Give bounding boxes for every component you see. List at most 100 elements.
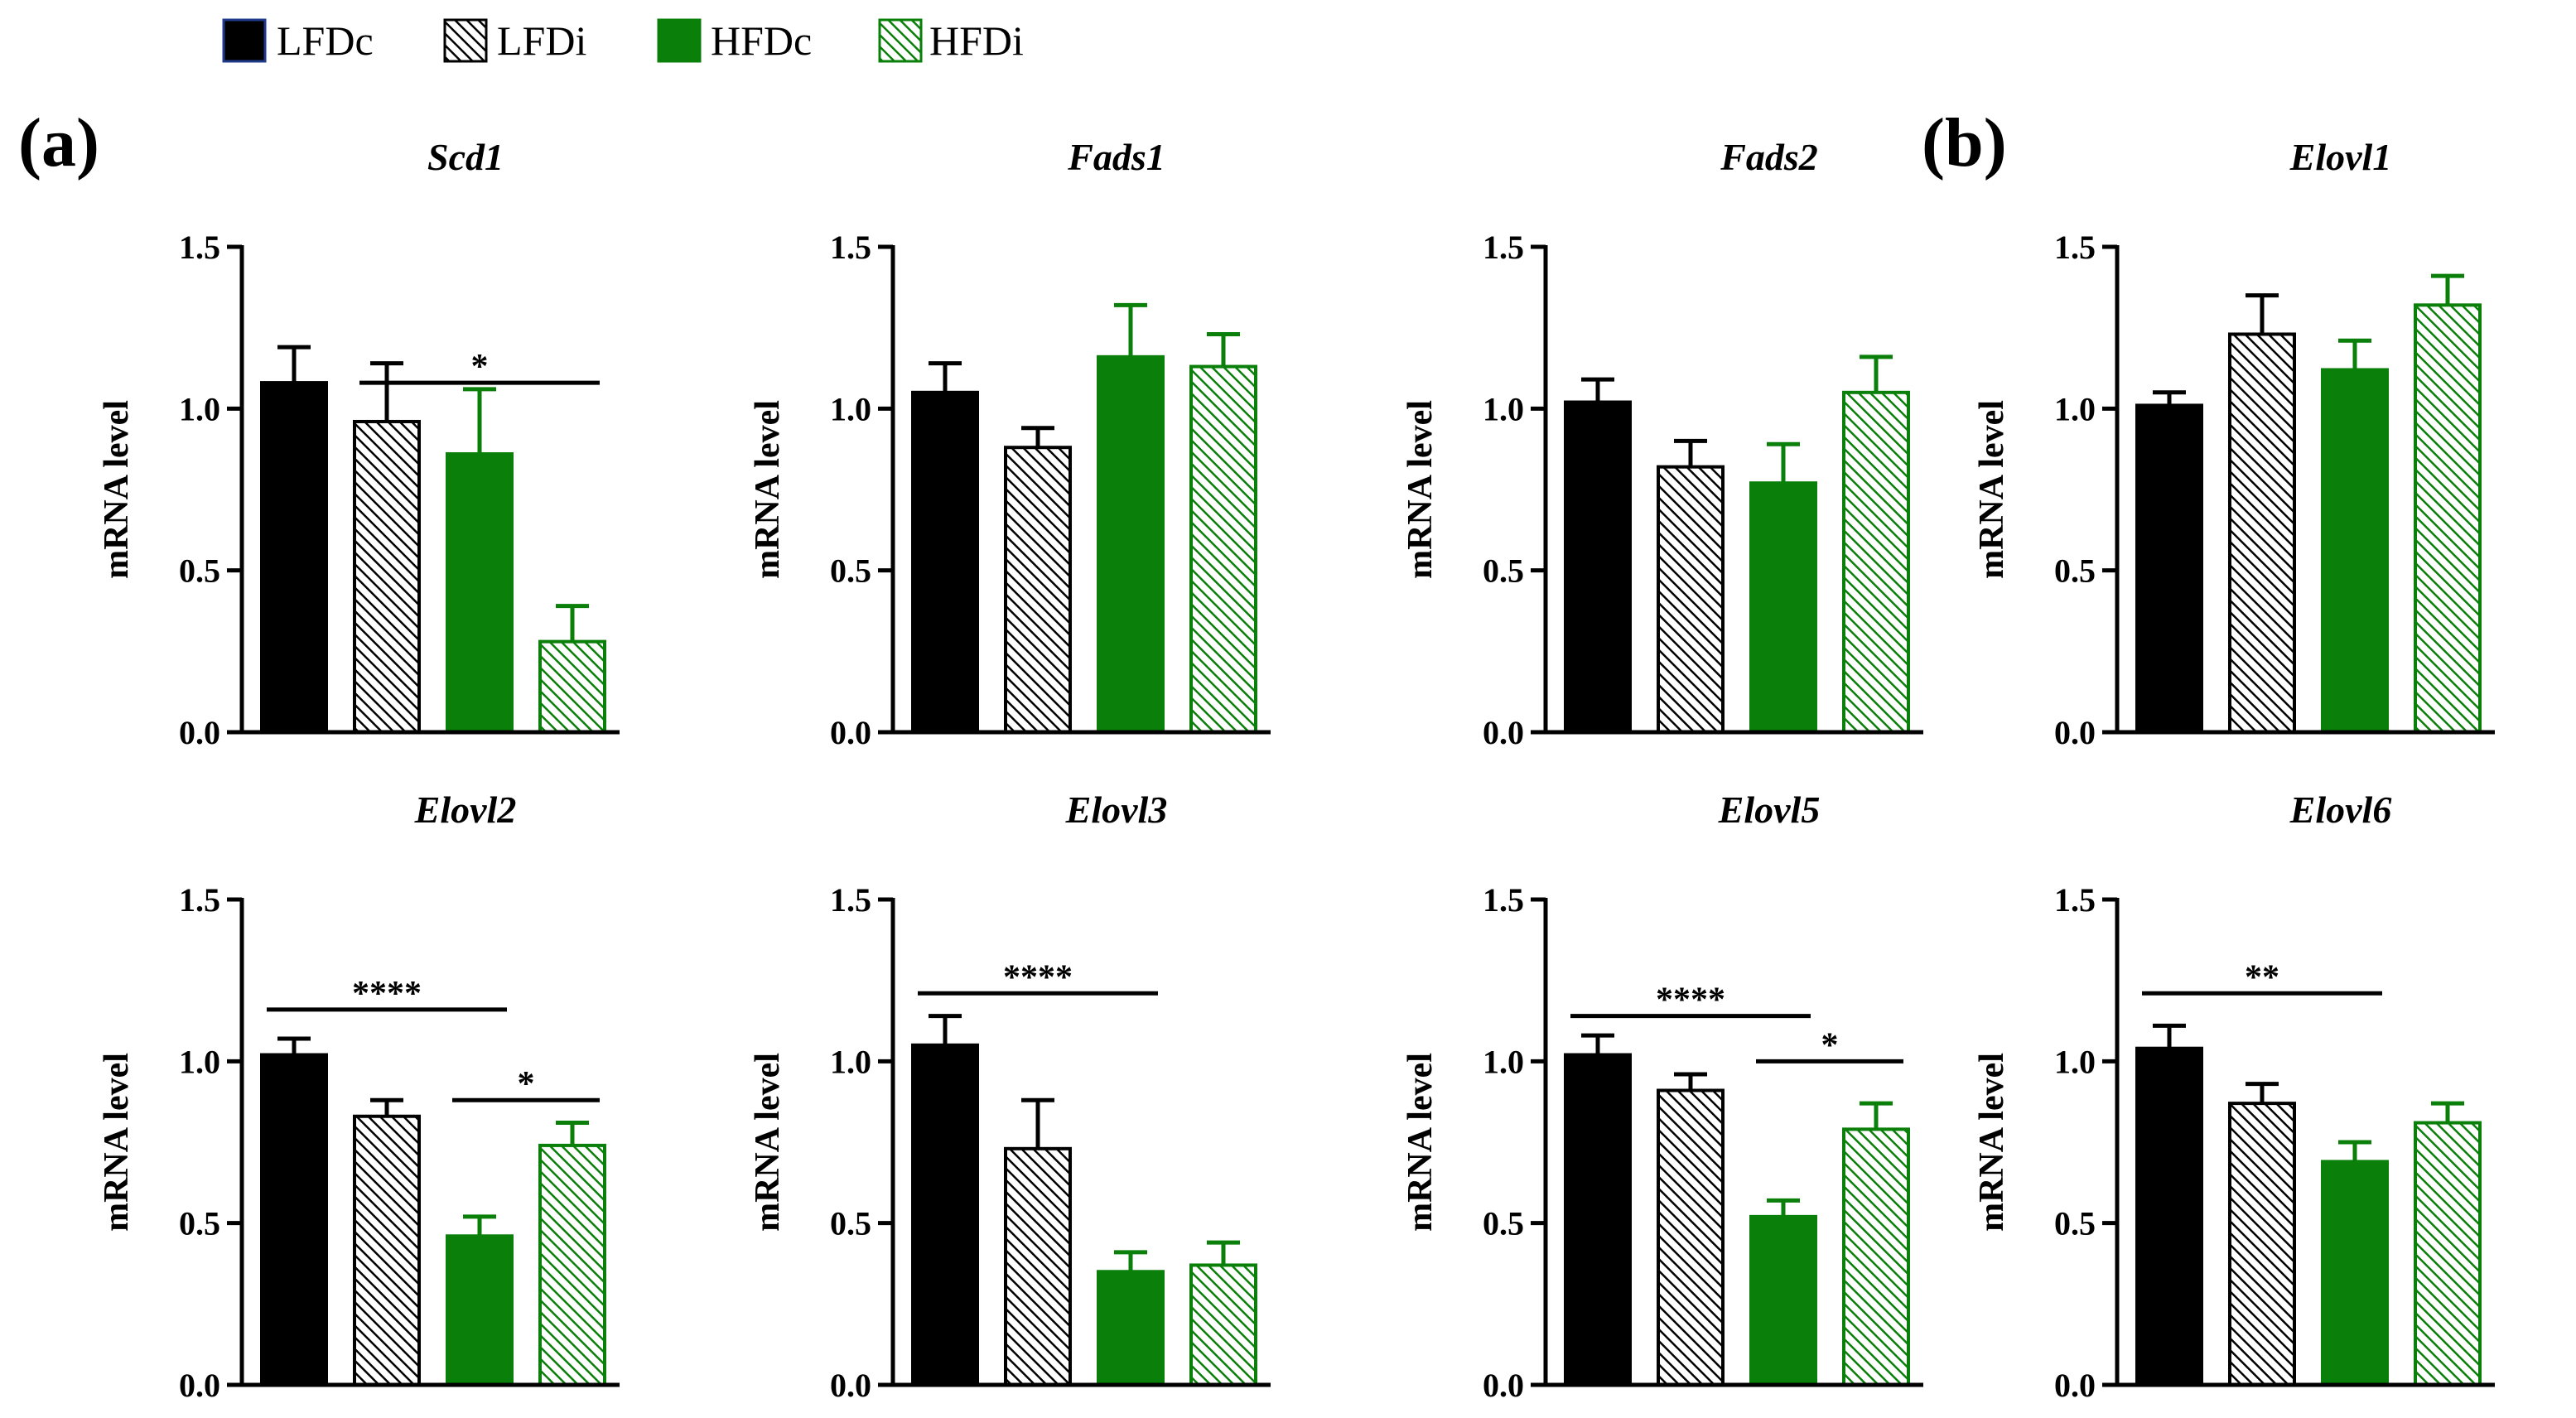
bar-elovl3-lfdc bbox=[911, 1043, 979, 1387]
y-tick-label-elovl6-2: 1.0 bbox=[2054, 1043, 2096, 1080]
y-tick-label-fads1-2: 1.0 bbox=[830, 390, 871, 427]
y-tick-label-elovl2-2: 1.0 bbox=[179, 1043, 220, 1080]
legend-entry-hfdi: HFDi bbox=[878, 17, 1024, 64]
bar-fads2-hfdc bbox=[1749, 481, 1817, 734]
bar-elovl1-hfdc bbox=[2321, 368, 2389, 734]
bar-elovl2-lfdi bbox=[353, 1114, 421, 1387]
y-axis-label-elovl3: mRNA level bbox=[749, 1053, 787, 1232]
y-tick-label-scd1-1: 0.5 bbox=[179, 552, 220, 590]
significance-label-elovl3-0: **** bbox=[1003, 958, 1073, 996]
legend-entry-lfdc: LFDc bbox=[222, 17, 374, 64]
chart-title-fads2: Fads2 bbox=[1720, 136, 1818, 178]
legend-label-lfdc: LFDc bbox=[277, 17, 374, 64]
y-axis-label-fads1: mRNA level bbox=[749, 400, 787, 579]
significance-label-elovl2-1: * bbox=[518, 1065, 535, 1103]
y-tick-label-fads2-3: 1.5 bbox=[1483, 229, 1524, 266]
bar-elovl2-lfdc bbox=[260, 1053, 328, 1387]
chart-fads1: Fads1 mRNA level 0.0 0.5 1.0 1.5 bbox=[749, 136, 1271, 751]
panel-label-b: (b) bbox=[1922, 104, 2007, 181]
chart-fads2: Fads2 mRNA level 0.0 0.5 1.0 1.5 bbox=[1401, 136, 1923, 751]
y-tick-label-elovl3-0: 0.0 bbox=[830, 1367, 871, 1404]
chart-title-elovl3: Elovl3 bbox=[1065, 789, 1168, 831]
y-tick-label-scd1-0: 0.0 bbox=[179, 714, 220, 751]
bar-scd1-hfdc bbox=[446, 452, 514, 734]
y-tick-label-elovl5-0: 0.0 bbox=[1483, 1367, 1524, 1404]
y-tick-label-scd1-2: 1.0 bbox=[179, 390, 220, 427]
legend-entry-hfdc: HFDc bbox=[657, 17, 812, 64]
chart-elovl6: Elovl6 mRNA level 0.0 0.5 1.0 1.5 ** bbox=[1973, 789, 2495, 1404]
bar-fads2-hfdi bbox=[1842, 390, 1910, 734]
significance-label-elovl5-0: **** bbox=[1656, 982, 1725, 1020]
legend: LFDc LFDi HFDc HFDi bbox=[222, 17, 1024, 64]
legend-swatch-lfdc bbox=[222, 18, 267, 63]
bar-fads2-lfdi bbox=[1657, 465, 1725, 734]
y-axis-label-elovl6: mRNA level bbox=[1973, 1053, 2011, 1232]
bar-elovl5-hfdc bbox=[1749, 1214, 1817, 1387]
chart-title-elovl1: Elovl1 bbox=[2289, 136, 2392, 178]
chart-scd1: Scd1 mRNA level 0.0 0.5 1.0 1.5 * bbox=[98, 136, 620, 751]
y-axis-label-scd1: mRNA level bbox=[98, 400, 136, 579]
y-tick-label-fads2-2: 1.0 bbox=[1483, 390, 1524, 427]
bar-elovl1-lfdi bbox=[2228, 332, 2296, 734]
bar-elovl1-lfdc bbox=[2135, 403, 2203, 734]
y-tick-label-fads1-3: 1.5 bbox=[830, 229, 871, 266]
bar-elovl5-hfdi bbox=[1842, 1127, 1910, 1387]
y-tick-label-elovl2-0: 0.0 bbox=[179, 1367, 220, 1404]
chart-title-fads1: Fads1 bbox=[1067, 136, 1165, 178]
legend-entry-lfdi: LFDi bbox=[443, 17, 586, 64]
y-axis-label-fads2: mRNA level bbox=[1401, 400, 1440, 579]
legend-swatch-hfdi bbox=[878, 18, 923, 63]
y-tick-label-elovl1-1: 0.5 bbox=[2054, 552, 2096, 590]
bar-elovl3-hfdc bbox=[1097, 1270, 1165, 1387]
bar-scd1-lfdc bbox=[260, 381, 328, 734]
bar-elovl5-lfdi bbox=[1657, 1088, 1725, 1387]
bar-elovl5-lfdc bbox=[1564, 1053, 1632, 1387]
y-tick-label-elovl5-1: 0.5 bbox=[1483, 1205, 1524, 1242]
y-tick-label-elovl6-3: 1.5 bbox=[2054, 881, 2096, 919]
chart-elovl1: Elovl1 mRNA level 0.0 0.5 1.0 1.5 bbox=[1973, 136, 2495, 751]
panel-label-a: (a) bbox=[18, 104, 99, 181]
y-tick-label-fads2-1: 0.5 bbox=[1483, 552, 1524, 590]
significance-label-scd1-0: * bbox=[471, 348, 489, 386]
y-tick-label-elovl1-0: 0.0 bbox=[2054, 714, 2096, 751]
chart-title-scd1: Scd1 bbox=[427, 136, 504, 178]
y-tick-label-scd1-3: 1.5 bbox=[179, 229, 220, 266]
y-tick-label-elovl5-2: 1.0 bbox=[1483, 1043, 1524, 1080]
y-tick-label-elovl6-1: 0.5 bbox=[2054, 1205, 2096, 1242]
significance-label-elovl5-1: * bbox=[1821, 1026, 1839, 1064]
chart-title-elovl5: Elovl5 bbox=[1718, 789, 1821, 831]
y-axis-label-elovl2: mRNA level bbox=[98, 1053, 136, 1232]
bar-elovl3-lfdi bbox=[1004, 1146, 1072, 1387]
chart-elovl3: Elovl3 mRNA level 0.0 0.5 1.0 1.5 **** bbox=[749, 789, 1271, 1404]
legend-swatch-hfdc bbox=[657, 18, 702, 63]
legend-label-hfdc: HFDc bbox=[711, 17, 812, 64]
bar-fads1-hfdc bbox=[1097, 354, 1165, 734]
y-tick-label-elovl3-3: 1.5 bbox=[830, 881, 871, 919]
bar-elovl6-lfdi bbox=[2228, 1102, 2296, 1387]
significance-label-elovl6-0: ** bbox=[2245, 958, 2279, 996]
y-tick-label-fads1-0: 0.0 bbox=[830, 714, 871, 751]
bar-elovl1-hfdi bbox=[2414, 303, 2482, 734]
charts-grid: Scd1 mRNA level 0.0 0.5 1.0 1.5 * Fads1 mRNA lev… bbox=[98, 136, 2495, 1404]
y-axis-label-elovl5: mRNA level bbox=[1401, 1053, 1440, 1232]
bar-scd1-hfdi bbox=[538, 639, 606, 735]
legend-swatch-lfdi bbox=[443, 18, 488, 63]
bar-elovl2-hfdc bbox=[446, 1234, 514, 1387]
bar-fads1-hfdi bbox=[1189, 364, 1257, 734]
y-tick-label-elovl3-2: 1.0 bbox=[830, 1043, 871, 1080]
bar-fads1-lfdc bbox=[911, 390, 979, 734]
legend-label-hfdi: HFDi bbox=[929, 17, 1024, 64]
bar-fads2-lfdc bbox=[1564, 400, 1632, 734]
bar-elovl6-lfdc bbox=[2135, 1046, 2203, 1387]
bar-fads1-lfdi bbox=[1004, 446, 1072, 734]
y-tick-label-elovl6-0: 0.0 bbox=[2054, 1367, 2096, 1404]
y-tick-label-elovl3-1: 0.5 bbox=[830, 1205, 871, 1242]
y-tick-label-elovl5-3: 1.5 bbox=[1483, 881, 1524, 919]
legend-label-lfdi: LFDi bbox=[497, 17, 586, 64]
bar-elovl2-hfdi bbox=[538, 1143, 606, 1387]
chart-title-elovl6: Elovl6 bbox=[2289, 789, 2392, 831]
chart-title-elovl2: Elovl2 bbox=[414, 789, 517, 831]
y-tick-label-fads1-1: 0.5 bbox=[830, 552, 871, 590]
